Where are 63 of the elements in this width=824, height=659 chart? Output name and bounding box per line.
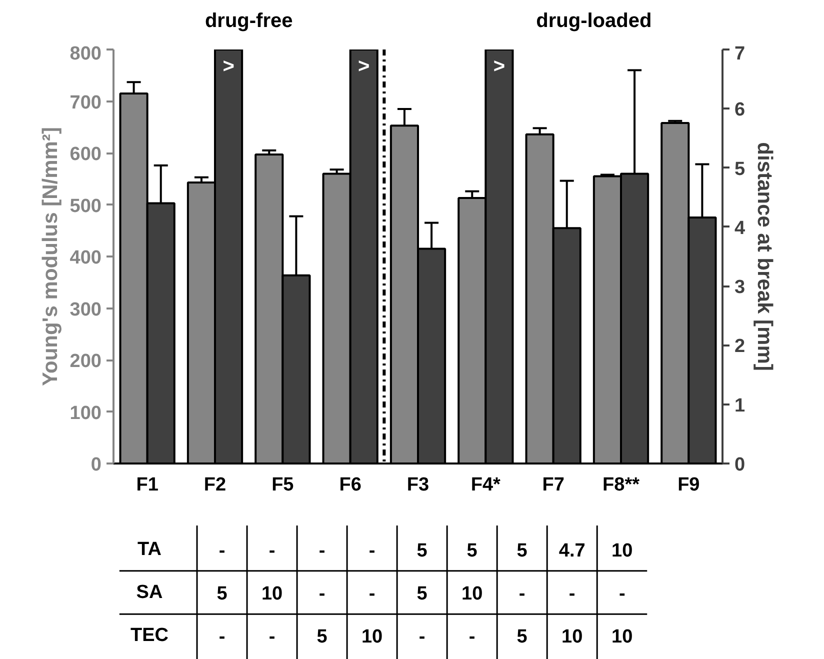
y2-tick-label: 5 [734,158,746,180]
y2-axis-title: distance at break [mm] [753,142,776,371]
y-tick-label: 100 [70,402,102,424]
text: TEC [130,625,169,646]
y2-tick-label: 1 [734,395,746,416]
x-tick-label: F7 [542,474,564,496]
text: - [268,626,276,648]
y-axis-title: Young's modulus [N/mm²] [38,127,62,386]
x-tick-label: F8** [602,474,640,496]
x-tick-label: F9 [678,474,700,496]
text: 5 [466,540,478,562]
y-tick-label: 500 [70,196,102,217]
text: 10 [612,626,633,648]
x-tick-label: F6 [339,474,362,496]
text: 10 [361,626,383,648]
text: 5 [416,584,428,604]
text: 5 [516,626,528,648]
text: - [268,540,276,562]
y2-tick-label: 7 [734,44,746,64]
text: 10 [612,540,633,562]
y-tick-label: 0 [90,454,102,476]
text: - [368,584,376,604]
y-tick-label: 800 [70,44,102,64]
y2-tick-label: 2 [734,336,746,358]
y2-tick-label: 4 [734,218,746,239]
y2-tick-label: 3 [734,277,746,298]
text: 5 [316,626,328,648]
text: - [568,584,576,604]
y-tick-label: 400 [70,248,102,268]
y2-tick-label: 0 [734,454,746,476]
text: - [368,540,376,562]
text: - [518,584,526,604]
y-tick-label: 700 [70,92,102,114]
text: - [468,626,476,648]
text: SA [136,582,163,603]
y-tick-label: 600 [70,144,102,165]
data-label: > [358,56,370,78]
x-tick-label: F2 [204,474,226,496]
text: 10 [261,584,283,604]
text: - [218,540,226,562]
x-tick-label: F1 [136,474,159,496]
text: 5 [416,540,428,562]
text: 5 [216,584,228,604]
y-tick-label: 300 [70,299,102,320]
y-tick-label: 200 [70,351,102,372]
text: 5 [516,540,528,562]
text: TA [138,538,162,560]
text: - [318,584,326,604]
x-tick-label: F4* [470,474,502,496]
text: - [418,626,426,648]
text: 10 [562,626,583,648]
y2-tick-label: 6 [734,100,746,121]
text: 4.7 [558,540,586,562]
text: - [618,584,626,604]
text: drug-loaded [536,10,652,32]
x-tick-label: F5 [272,474,294,496]
text: - [318,540,326,562]
data-label: > [493,56,506,78]
x-tick-label: F3 [406,474,430,496]
text: drug-free [204,10,293,32]
text: - [218,626,226,648]
text: 10 [462,584,483,604]
data-label: > [222,56,234,78]
